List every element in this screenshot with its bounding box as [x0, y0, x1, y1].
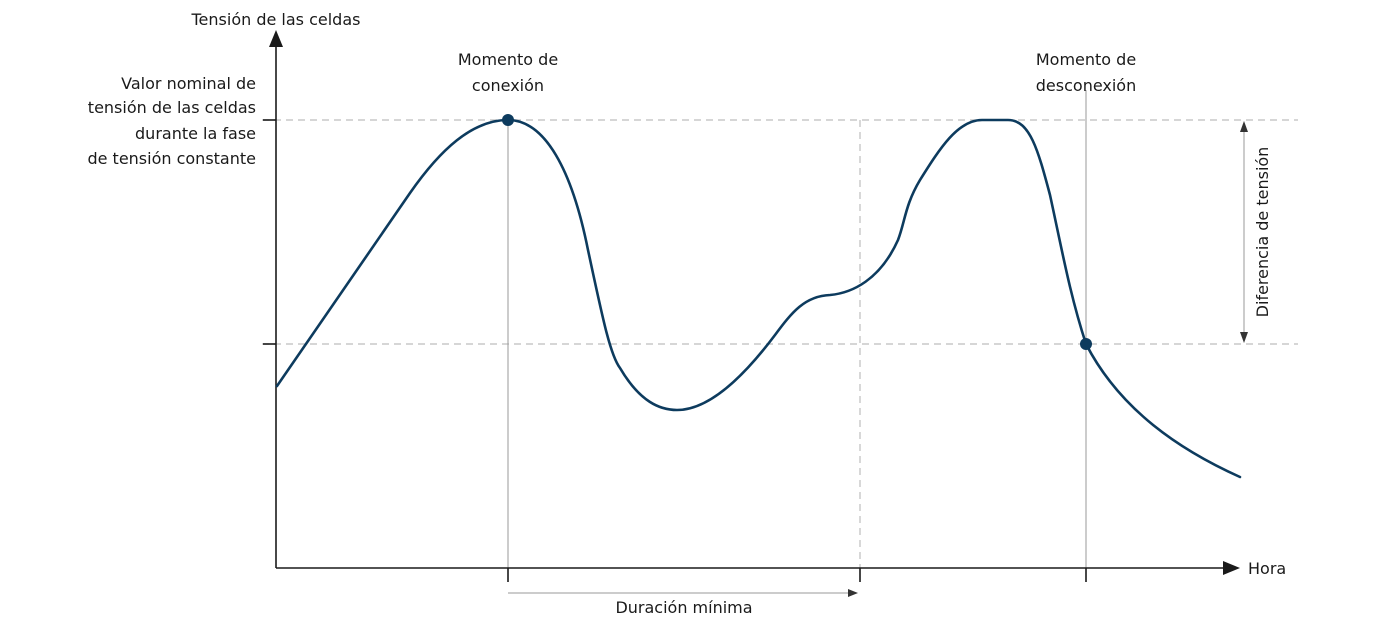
minimum-duration-label: Duración mínima: [615, 598, 752, 617]
connection-moment-label-line-1: Momento de: [458, 50, 558, 69]
voltage-difference-arrowhead-bottom: [1240, 332, 1248, 343]
connection-moment-label-line-2: conexión: [472, 76, 544, 95]
voltage-difference-arrowhead-top: [1240, 121, 1248, 132]
disconnection-moment-label-line-2: desconexión: [1036, 76, 1136, 95]
disconnection-moment-label-line-1: Momento de: [1036, 50, 1136, 69]
minimum-duration-arrowhead: [848, 589, 858, 597]
disconnection-point: [1080, 338, 1092, 350]
connection-point: [502, 114, 514, 126]
nominal-voltage-label-line-3: durante la fase: [135, 124, 256, 143]
cell-voltage-curve: [275, 118, 1242, 479]
y-axis-arrowhead: [269, 30, 283, 47]
nominal-voltage-label-line-4: de tensión constante: [87, 149, 256, 168]
voltage-difference-label: Diferencia de tensión: [1253, 147, 1272, 318]
y-axis-title: Tensión de las celdas: [191, 10, 361, 29]
x-axis-arrowhead: [1223, 561, 1240, 575]
nominal-voltage-label-line-1: Valor nominal de: [121, 74, 256, 93]
nominal-voltage-label-line-2: tensión de las celdas: [88, 98, 256, 117]
x-axis-title: Hora: [1248, 559, 1286, 578]
